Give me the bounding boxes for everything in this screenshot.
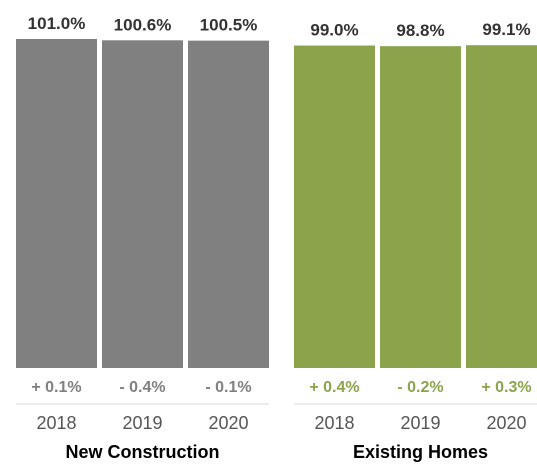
bar-new-construction-2020 (188, 40, 269, 368)
change-label-existing-homes-2019: - 0.2% (397, 379, 443, 396)
bar-new-construction-2018 (16, 39, 97, 368)
value-label-new-construction-2018: 101.0% (28, 14, 86, 33)
change-label-new-construction-2019: - 0.4% (119, 379, 165, 396)
group-label-new-construction: New Construction (65, 442, 219, 462)
group-label-existing-homes: Existing Homes (353, 442, 488, 462)
change-label-existing-homes-2018: + 0.4% (309, 379, 359, 396)
bar-existing-homes-2019 (380, 46, 461, 369)
value-label-new-construction-2020: 100.5% (200, 16, 258, 35)
change-label-new-construction-2018: + 0.1% (31, 379, 81, 396)
change-label-existing-homes-2020: + 0.3% (481, 379, 531, 396)
change-label-new-construction-2020: - 0.1% (205, 379, 251, 396)
year-label-new-construction-2018: 2018 (36, 413, 76, 433)
bar-existing-homes-2018 (294, 45, 375, 368)
value-label-existing-homes-2018: 99.0% (310, 21, 358, 40)
value-label-new-construction-2019: 100.6% (114, 15, 172, 34)
year-label-new-construction-2020: 2020 (208, 413, 248, 433)
bar-existing-homes-2020 (466, 45, 537, 368)
year-label-new-construction-2019: 2019 (122, 413, 162, 433)
value-label-existing-homes-2019: 98.8% (396, 21, 444, 40)
year-label-existing-homes-2018: 2018 (314, 413, 354, 433)
bar-new-construction-2019 (102, 40, 183, 368)
year-label-existing-homes-2020: 2020 (486, 413, 526, 433)
value-label-existing-homes-2020: 99.1% (482, 20, 530, 39)
year-label-existing-homes-2019: 2019 (400, 413, 440, 433)
